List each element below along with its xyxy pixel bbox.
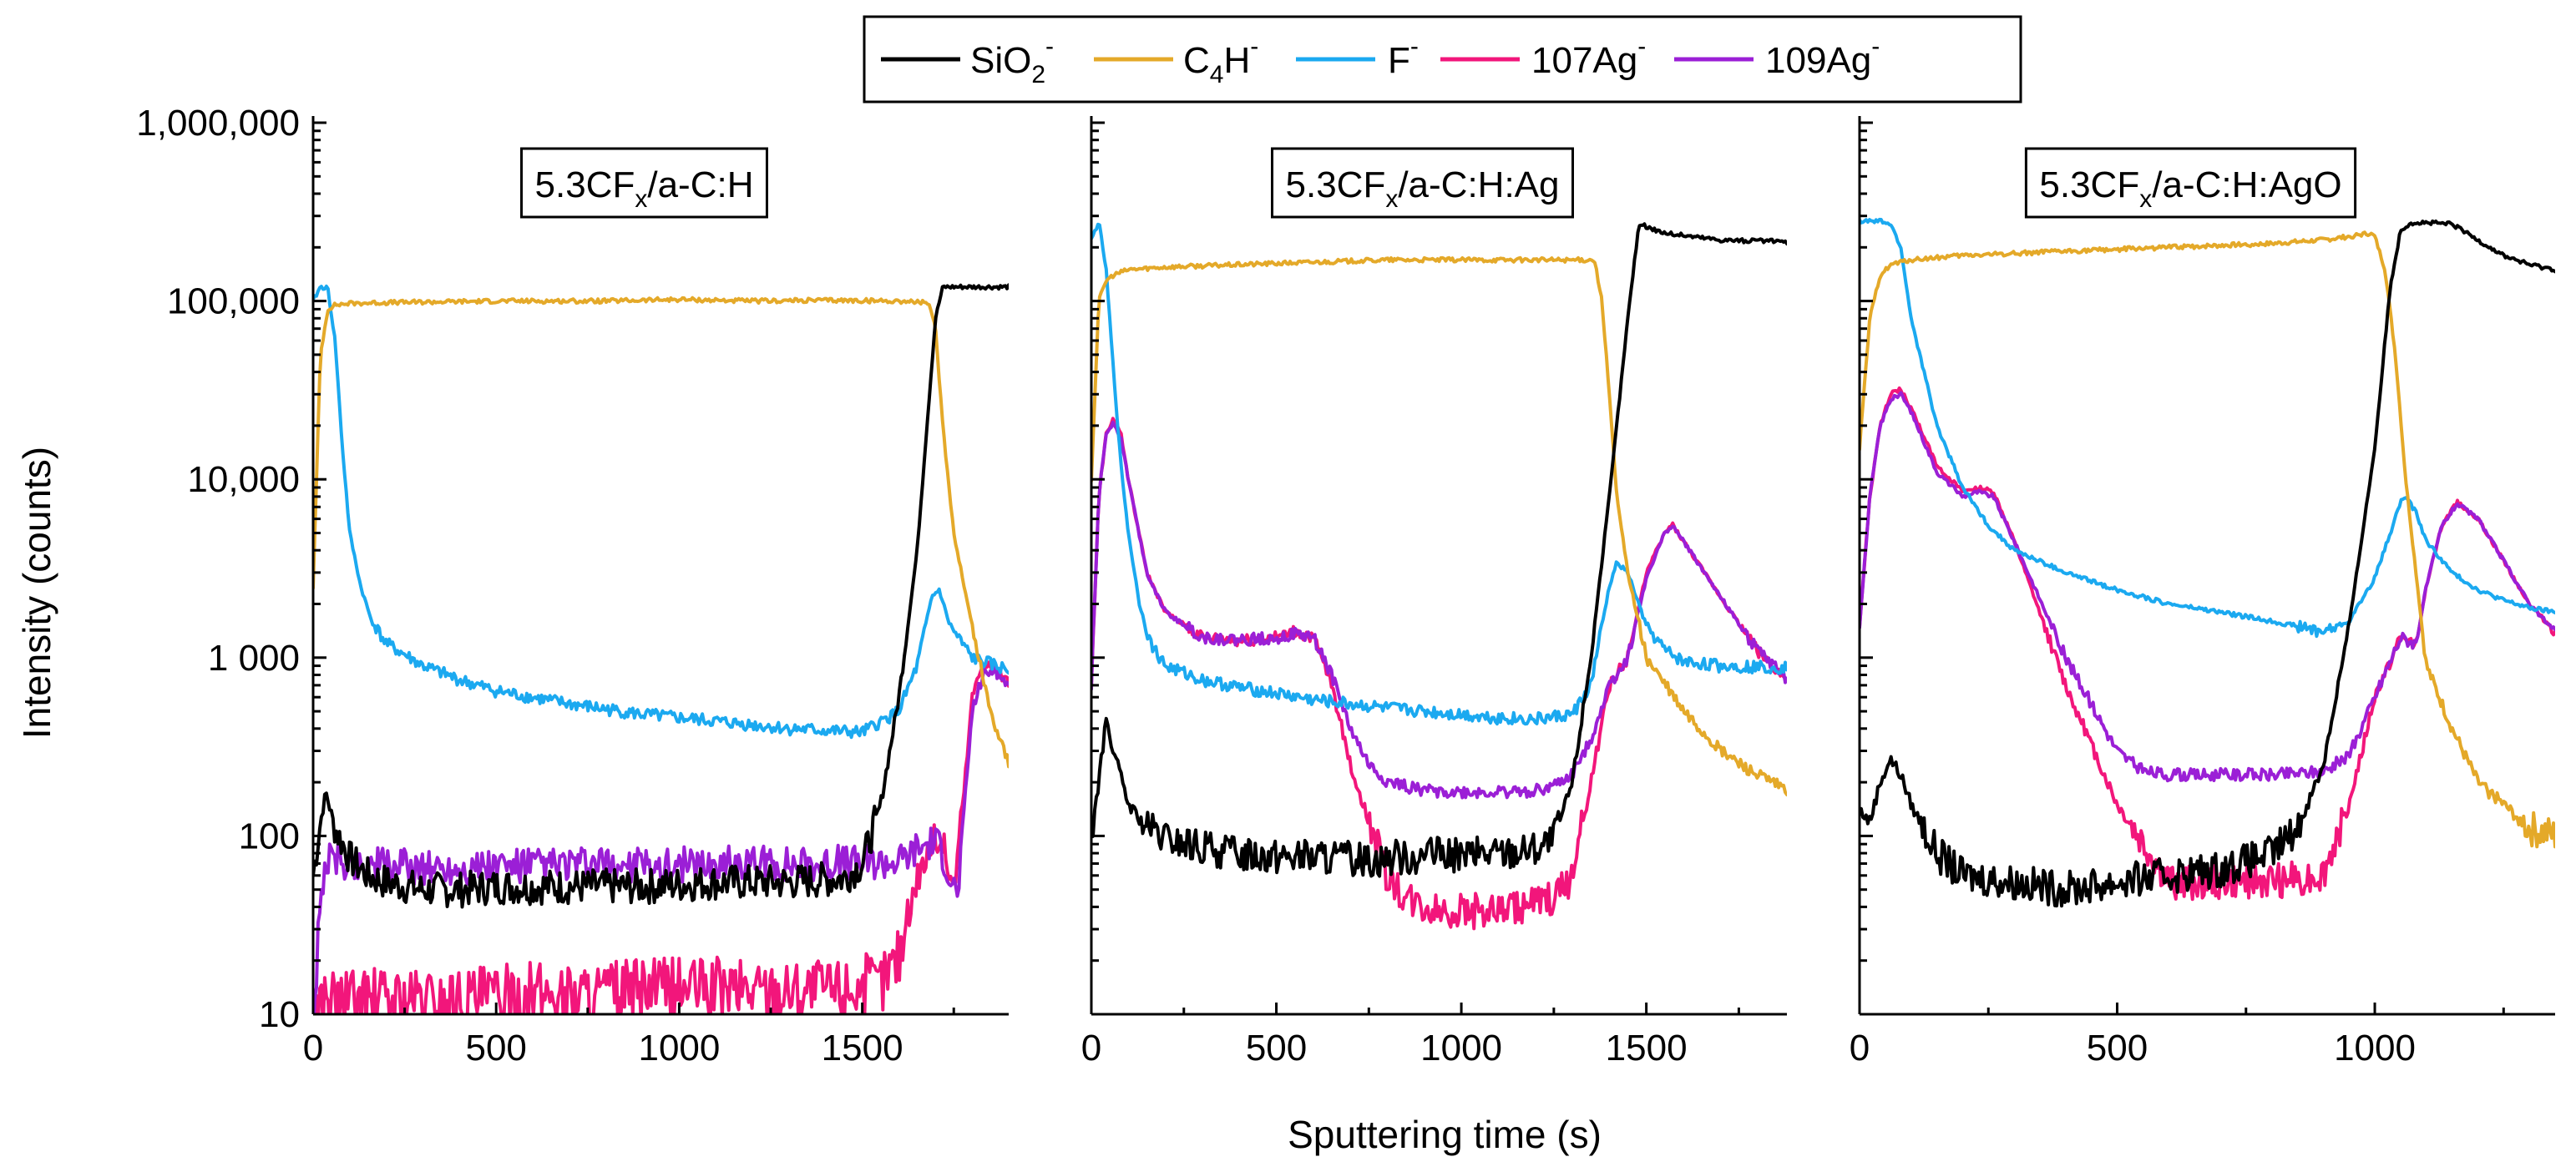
x-tick-label: 0 xyxy=(1850,1028,1870,1068)
series-line-c4h xyxy=(1860,230,2555,849)
x-tick-label: 1500 xyxy=(1606,1028,1688,1068)
panel-label-text: 5.3CFx/a-C:H xyxy=(535,164,754,213)
legend-label-sio2: SiO2- xyxy=(970,33,1054,88)
x-tick-label: 500 xyxy=(465,1028,526,1068)
y-tick-label: 1,000,000 xyxy=(136,103,300,144)
panel-2-series xyxy=(1091,222,1787,931)
legend-entry-107ag: 107Ag- xyxy=(1440,33,1646,81)
series-line-109ag xyxy=(1091,420,1787,800)
legend-label-109ag: 109Ag- xyxy=(1765,33,1880,81)
series-line-107ag xyxy=(1860,386,2555,902)
panel-label-box xyxy=(1271,147,1574,219)
series-line-sio2 xyxy=(313,283,1009,909)
legend-entry-f: F- xyxy=(1296,33,1419,81)
panels: 10 100 1 000 10,000 100,000 1,000,000 0 500 1000… xyxy=(136,103,2555,1068)
series-line-c4h xyxy=(1091,255,1787,796)
x-tick-label: 1000 xyxy=(638,1028,720,1068)
y-tick-label: 1 000 xyxy=(208,638,300,679)
x-tick-label: 1000 xyxy=(1420,1028,1502,1068)
x-tick-label: 0 xyxy=(1081,1028,1101,1068)
legend-entry-109ag: 109Ag- xyxy=(1674,33,1880,81)
panel-2-label: 5.3CFx/a-C:H:Ag xyxy=(1271,147,1574,219)
panel-3-label: 5.3CFx/a-C:H:AgO xyxy=(2024,147,2357,219)
x-tick-label: 500 xyxy=(2087,1028,2148,1068)
panel-label-box xyxy=(2024,147,2357,219)
legend-label-f: F- xyxy=(1388,33,1419,81)
panel-label-box xyxy=(520,147,768,219)
legend-entry-c4h: C4H- xyxy=(1094,33,1258,88)
legend: SiO2- C4H- F- 107Ag- 109Ag- xyxy=(863,15,2022,104)
legend-label-c4h: C4H- xyxy=(1183,33,1258,88)
x-tick-label: 0 xyxy=(303,1028,323,1068)
panel-1: 10 100 1 000 10,000 100,000 1,000,000 0 500 1000… xyxy=(136,103,1009,1068)
legend-entry-sio2: SiO2- xyxy=(881,33,1054,88)
panel-label-text: 5.3CFx/a-C:H:AgO xyxy=(2039,164,2341,213)
panel-3: 0 500 1000 5.3CFx/a-C:H:AgO xyxy=(1850,116,2555,1068)
x-tick-label: 1000 xyxy=(2334,1028,2416,1068)
series-line-f xyxy=(1860,217,2555,639)
legend-label-107ag: 107Ag- xyxy=(1531,33,1646,81)
series-line-sio2 xyxy=(1860,219,2555,908)
series-line-sio2 xyxy=(1091,222,1787,878)
panel-1-label: 5.3CFx/a-C:H xyxy=(520,147,768,219)
series-line-107ag xyxy=(313,660,1009,1014)
x-tick-label: 500 xyxy=(1246,1028,1307,1068)
series-line-c4h xyxy=(313,296,1009,769)
panel-3-series xyxy=(1860,217,2555,908)
series-line-f xyxy=(1091,222,1787,726)
panel-label-text: 5.3CFx/a-C:H:Ag xyxy=(1286,164,1560,213)
y-tick-label: 100,000 xyxy=(167,281,300,322)
series-line-f xyxy=(313,284,1009,740)
x-axis-title: Sputtering time (s) xyxy=(1288,1113,1602,1156)
y-tick-label: 100 xyxy=(239,816,300,856)
y-tick-label: 10 xyxy=(259,994,300,1035)
panel-2: 0 500 1000 1500 5.3CFx/a-C:H:Ag xyxy=(1081,116,1787,1068)
panel-1-series xyxy=(313,283,1009,1014)
y-tick-label: 10,000 xyxy=(187,459,300,500)
x-tick-label: 1500 xyxy=(822,1028,903,1068)
series-line-109ag xyxy=(1860,391,2555,783)
y-axis-title: Intensity (counts) xyxy=(15,447,58,739)
